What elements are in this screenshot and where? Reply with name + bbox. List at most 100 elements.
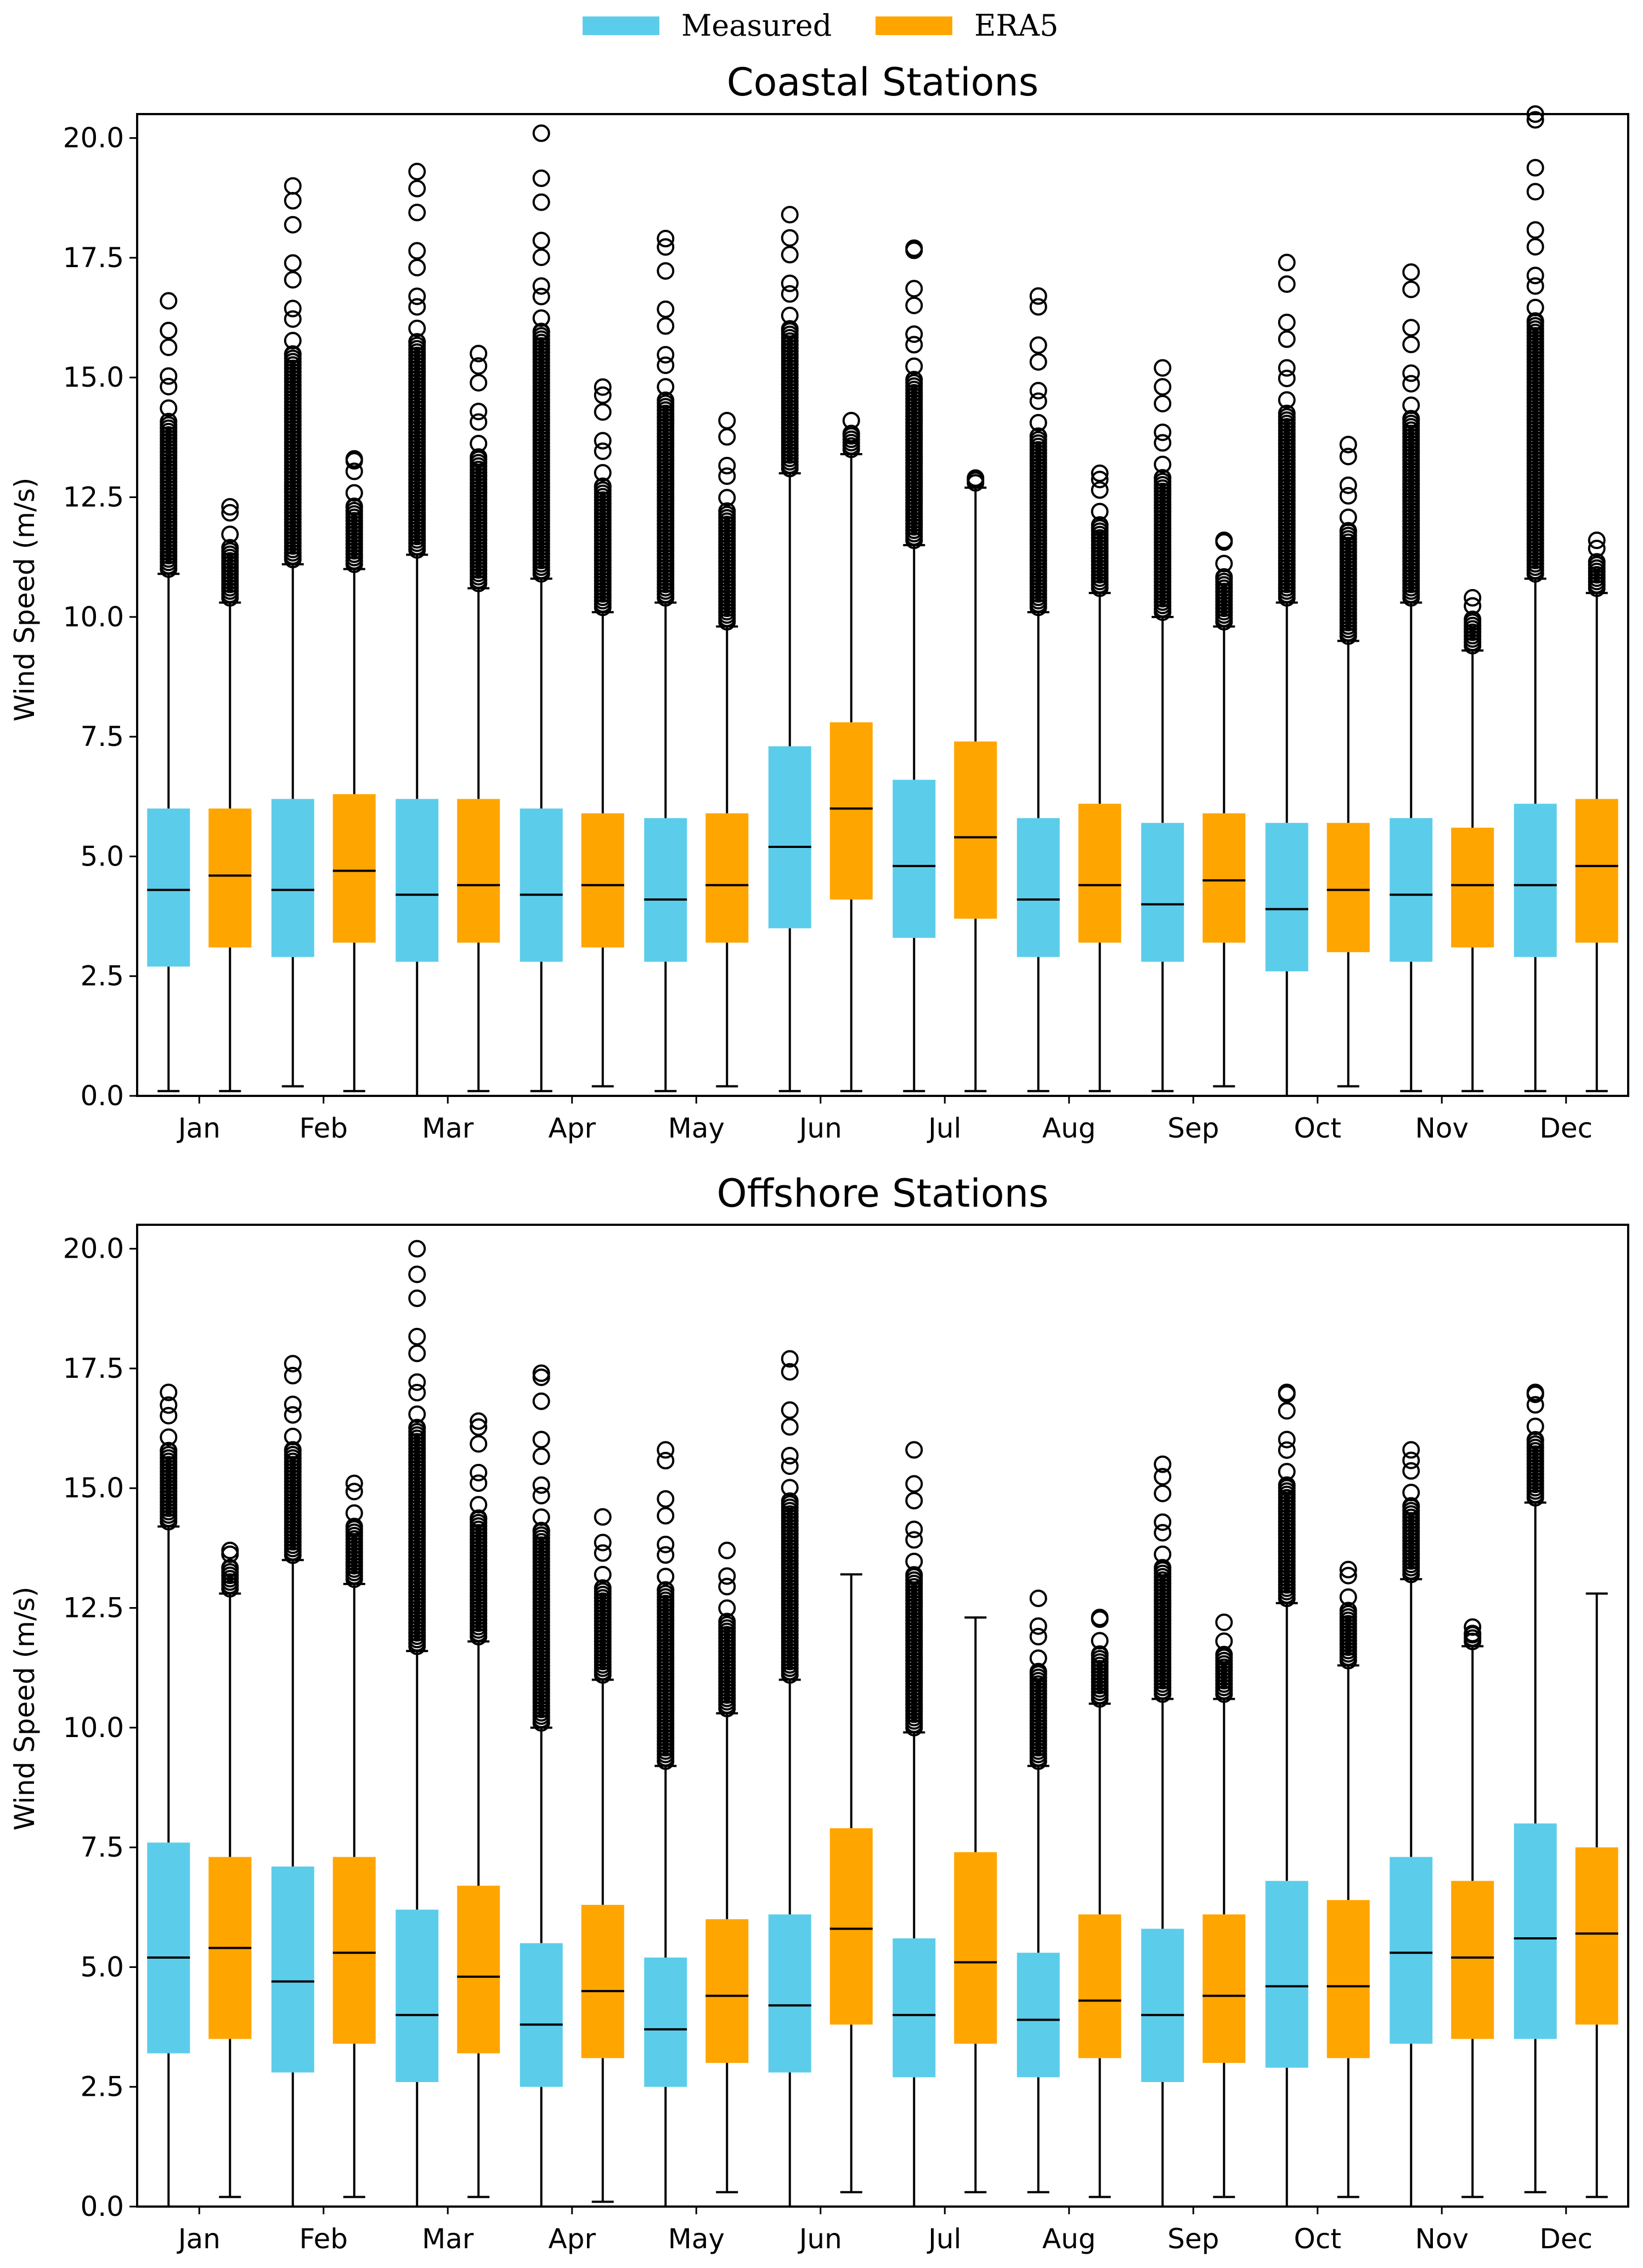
outlier-point: [718, 411, 736, 429]
outlier-point: [1402, 364, 1420, 382]
x-tick-label: Apr: [549, 2223, 596, 2255]
outlier-point: [657, 230, 675, 248]
x-tick-label: May: [668, 2223, 725, 2255]
outlier-point: [532, 1508, 550, 1526]
outlier-point: [905, 357, 923, 375]
box-era5-sep: [1202, 531, 1246, 1088]
outlier-point: [1526, 111, 1544, 129]
outlier-point: [1464, 597, 1482, 615]
outlier-point: [470, 1496, 488, 1514]
outlier-point: [905, 1475, 923, 1493]
iqr-box: [1326, 1900, 1370, 2058]
outlier-point: [1154, 1484, 1172, 1502]
legend-swatch-measured: [583, 16, 659, 35]
outlier-point: [284, 216, 302, 234]
outlier-point: [1278, 1463, 1296, 1481]
outlier-point: [408, 179, 426, 197]
outlier-point: [284, 254, 302, 272]
plot-area: 0.0 2.5 5.0 7.5 10.0 12.5 15.0 17.5 20.0 Jan Feb Ma…: [63, 1224, 1629, 2255]
outlier-point: [470, 1474, 488, 1492]
outlier-point: [1278, 253, 1296, 272]
outlier-point: [160, 1441, 178, 1460]
iqr-box: [893, 779, 936, 938]
outlier-point: [1154, 423, 1172, 442]
outlier-point: [1154, 394, 1172, 412]
y-tick-label: 20.0: [63, 122, 124, 154]
outlier-point: [657, 262, 675, 280]
box-era5-jan: [208, 498, 252, 1093]
outlier-point: [1526, 237, 1544, 256]
box-measured-dec: [1514, 1383, 1557, 2193]
outlier-point: [470, 344, 488, 363]
outlier-point: [160, 399, 178, 417]
box-measured-dec: [1514, 105, 1557, 1093]
iqr-box: [768, 746, 811, 929]
outlier-point: [408, 1327, 426, 1345]
iqr-box: [1514, 1823, 1557, 2039]
outlier-point: [408, 1418, 426, 1436]
iqr-box: [1451, 1881, 1494, 2039]
outlier-point: [221, 539, 239, 557]
iqr-box: [1514, 804, 1557, 957]
outlier-point: [160, 292, 178, 310]
outlier-point: [1154, 434, 1172, 452]
outlier-point: [1029, 353, 1047, 371]
outlier-point: [408, 258, 426, 276]
x-tick-label: Jan: [177, 1112, 221, 1144]
outlier-point: [781, 285, 799, 303]
outlier-point: [1029, 298, 1047, 316]
outlier-point: [1278, 359, 1296, 377]
x-tick-label: Aug: [1042, 1112, 1096, 1144]
legend-swatch-era5: [876, 16, 952, 35]
outlier-point: [532, 231, 550, 250]
outlier-point: [1091, 502, 1109, 521]
y-tick-label: 5.0: [80, 1951, 124, 1983]
outlier-point: [408, 1289, 426, 1308]
coastal-chart-panel: Coastal Stations Wind Speed (m/s) 0.0 2.5…: [9, 60, 1629, 1144]
box-measured-nov: [1390, 1441, 1433, 2208]
outlier-point: [781, 1492, 799, 1510]
outlier-point: [1215, 1645, 1233, 1664]
outlier-point: [657, 300, 675, 318]
outlier-point: [781, 1479, 799, 1497]
outlier-point: [781, 1418, 799, 1436]
y-tick-label: 12.5: [63, 1592, 124, 1624]
iqr-box: [581, 813, 624, 948]
outlier-point: [470, 357, 488, 375]
outlier-point: [905, 239, 923, 257]
iqr-box: [768, 1914, 811, 2073]
outlier-point: [905, 1491, 923, 1509]
outlier-point: [1588, 531, 1606, 550]
outlier-point: [718, 456, 736, 474]
outlier-point: [532, 287, 550, 306]
outlier-point: [1215, 1613, 1233, 1631]
iqr-box: [1078, 1914, 1121, 2058]
outlier-point: [781, 307, 799, 325]
outlier-point: [1154, 1468, 1172, 1486]
outlier-point: [1029, 392, 1047, 410]
outlier-point: [284, 345, 302, 363]
outlier-point: [532, 1476, 550, 1494]
outlier-point: [657, 1490, 675, 1508]
iqr-box: [396, 799, 439, 962]
box-measured-sep: [1141, 359, 1184, 1093]
iqr-box: [271, 799, 314, 957]
box-measured-jul: [893, 1441, 936, 2208]
outlier-point: [718, 1613, 736, 1631]
outlier-point: [532, 169, 550, 188]
iqr-box: [1390, 1857, 1433, 2044]
outlier-point: [1029, 427, 1047, 445]
outlier-point: [905, 296, 923, 314]
outlier-point: [1029, 1627, 1047, 1645]
outlier-point: [718, 467, 736, 485]
outlier-point: [1029, 1649, 1047, 1667]
outlier-point: [1278, 1430, 1296, 1449]
outlier-point: [345, 497, 363, 516]
box-measured-feb: [271, 177, 314, 1088]
outlier-point: [470, 1463, 488, 1481]
box-era5-mar: [457, 344, 500, 1093]
outlier-point: [1154, 469, 1172, 487]
iqr-box: [893, 1938, 936, 2078]
outlier-point: [1464, 589, 1482, 607]
